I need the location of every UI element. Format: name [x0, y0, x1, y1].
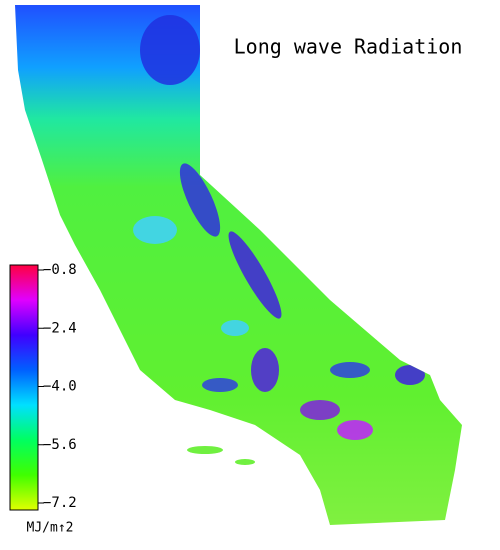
- map-title: Long wave Radiation: [234, 35, 463, 59]
- colorbar-tick-label: −0.8: [43, 262, 77, 278]
- colorbar: [9, 264, 39, 511]
- colorbar-tick-label: −2.4: [43, 320, 77, 336]
- california: [15, 5, 462, 525]
- colorbar-tick-label: −5.6: [43, 437, 77, 453]
- colorbar-label: MJ/m↑2: [27, 521, 74, 536]
- colorbar-tick-label: −7.2: [43, 495, 77, 511]
- colorbar-tick-label: −4.0: [43, 379, 77, 395]
